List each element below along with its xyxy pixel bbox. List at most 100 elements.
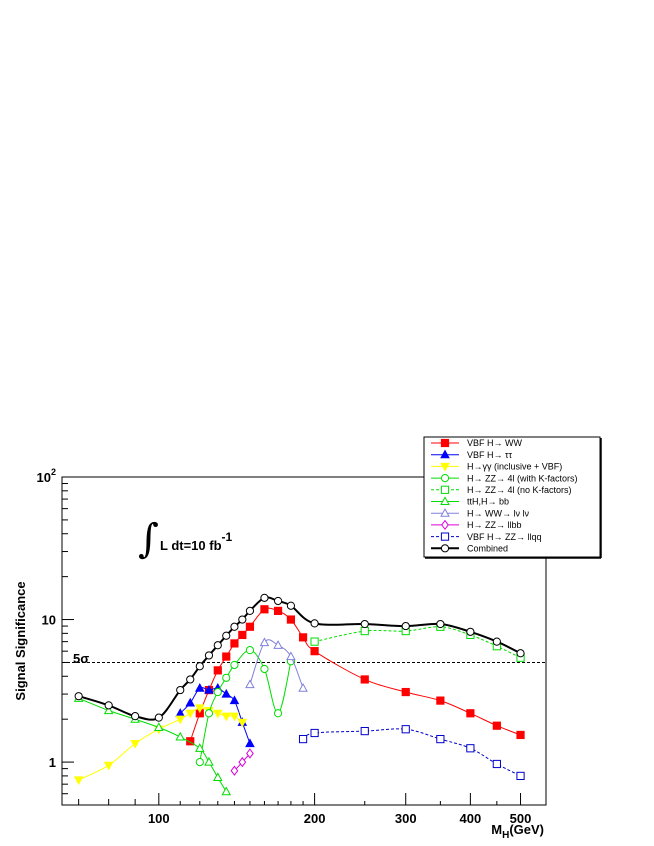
- data-point: [185, 697, 196, 707]
- legend-marker: [440, 544, 450, 553]
- data-point: [185, 709, 196, 719]
- x-tick-label: 500: [510, 811, 532, 826]
- x-axis-label: MH(GeV): [491, 822, 544, 841]
- legend: VBF H→ WW VBF H→ ττ H→γγ (inclusive + VBF)…: [423, 436, 602, 559]
- data-point: [194, 683, 205, 692]
- legend-marker: [440, 532, 450, 541]
- series-h-zz-llbb: [230, 748, 254, 776]
- data-point: [401, 687, 410, 697]
- x-tick-label: 300: [395, 811, 417, 826]
- data-point: [154, 713, 163, 722]
- data-point: [260, 664, 269, 674]
- data-point: [74, 692, 83, 701]
- data-point: [213, 687, 222, 697]
- data-point: [273, 596, 283, 606]
- data-point: [73, 776, 84, 786]
- data-point: [516, 771, 525, 781]
- series-line: [78, 596, 521, 721]
- data-point: [230, 660, 239, 670]
- legend-label: H→γγ (inclusive + VBF): [467, 462, 562, 472]
- data-point: [245, 646, 255, 655]
- data-point: [213, 666, 222, 675]
- y-tick-label: 1: [49, 755, 56, 770]
- legend-marker: [440, 474, 450, 483]
- data-point: [516, 730, 525, 740]
- series-combined: [74, 593, 525, 722]
- data-point: [436, 696, 445, 705]
- legend-label: ttH,H→ bb: [467, 497, 509, 507]
- y-axis-label: Signal Significance: [13, 581, 28, 700]
- data-point: [238, 615, 247, 624]
- data-point: [360, 726, 369, 736]
- axes-group: 100 200 300 400 500 1 10 102: [37, 467, 532, 826]
- legend-marker: [440, 449, 450, 459]
- y-tick-label: 102: [37, 467, 56, 485]
- x-tick-label: 200: [304, 811, 326, 826]
- data-point: [238, 756, 247, 768]
- data-point: [230, 765, 239, 776]
- series-line: [199, 649, 292, 763]
- legend-entry: ttH,H→ bb: [431, 496, 509, 507]
- data-point: [436, 619, 445, 629]
- data-point: [213, 641, 222, 650]
- data-point: [222, 631, 231, 640]
- data-point: [221, 786, 232, 796]
- legend-entry: VBF H→ ττ: [431, 449, 513, 460]
- data-point: [310, 619, 319, 628]
- legend-label: H→ ZZ→ llbb: [467, 520, 522, 530]
- series-h-ww-l-l: [245, 637, 308, 692]
- legend-entry: H→ ZZ→ llbb: [431, 519, 522, 531]
- data-point: [175, 715, 186, 725]
- legend-label: VBF H→ WW: [467, 438, 522, 448]
- data-point: [492, 721, 501, 730]
- data-point: [104, 701, 113, 710]
- data-point: [298, 683, 308, 692]
- data-point: [204, 684, 214, 694]
- legend-marker: [441, 519, 449, 531]
- data-point: [230, 622, 239, 631]
- x-axis-label-unit: (GeV): [509, 822, 544, 837]
- data-point: [204, 651, 214, 660]
- data-point: [222, 673, 231, 682]
- luminosity-text: L dt=10 fb-1: [160, 530, 233, 553]
- data-point: [298, 633, 308, 642]
- data-point: [186, 737, 195, 746]
- data-point: [466, 627, 475, 636]
- legend-label: VBF H→ ττ: [467, 450, 513, 460]
- data-point: [492, 759, 501, 769]
- data-point: [360, 675, 369, 684]
- luminosity-annotation: ∫ L dt=10 fb-1: [138, 516, 233, 562]
- data-point: [194, 743, 205, 752]
- data-point: [229, 695, 240, 705]
- plot-frame-group: [61, 476, 547, 806]
- data-point: [221, 688, 232, 698]
- data-point: [310, 647, 319, 656]
- data-point: [516, 649, 525, 658]
- data-point: [286, 651, 296, 661]
- data-point: [273, 709, 283, 718]
- data-point: [286, 615, 296, 624]
- data-point: [195, 757, 204, 767]
- data-point: [245, 738, 255, 748]
- data-point: [245, 622, 255, 631]
- legend-entry: H→ ZZ→ 4l (no K-factors): [431, 485, 572, 495]
- legend-label: Combined: [467, 544, 508, 554]
- data-point: [492, 637, 501, 646]
- legend-items: VBF H→ WW VBF H→ ττ H→γγ (inclusive + VBF)…: [431, 438, 578, 554]
- data-point: [103, 761, 114, 771]
- luminosity-main: L dt=10 fb: [160, 538, 222, 553]
- legend-entry: VBF H→ ZZ→ llqq: [431, 532, 542, 542]
- series-line: [314, 626, 521, 659]
- data-point: [273, 640, 283, 649]
- data-point: [212, 772, 223, 782]
- legend-entry: H→γγ (inclusive + VBF): [431, 462, 562, 472]
- data-point: [204, 709, 214, 718]
- data-point: [176, 685, 185, 695]
- x-tick-label: 100: [148, 811, 170, 826]
- data-point: [204, 756, 214, 766]
- legend-label: VBF H→ ZZ→ llqq: [467, 532, 542, 542]
- series-line: [78, 697, 227, 792]
- data-point: [436, 734, 445, 744]
- legend-entry: H→ ZZ→ 4l (with K-factors): [431, 473, 578, 483]
- data-point: [154, 722, 164, 732]
